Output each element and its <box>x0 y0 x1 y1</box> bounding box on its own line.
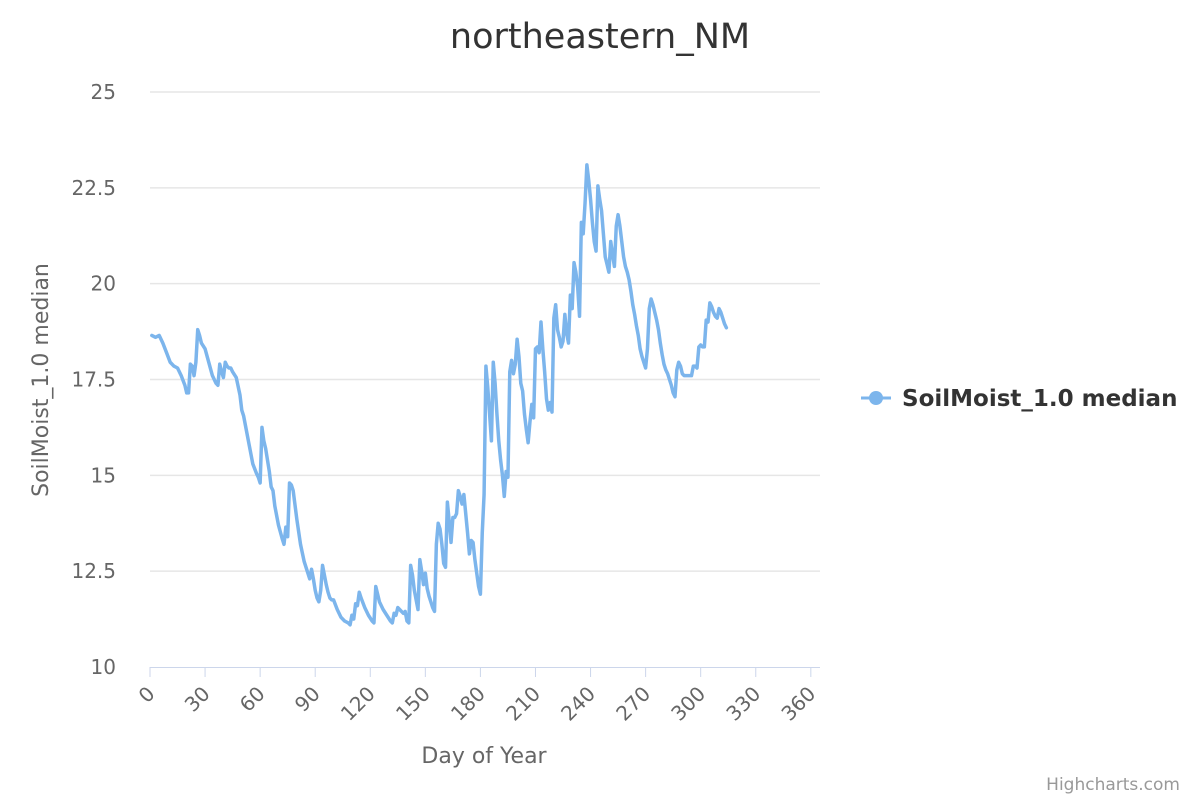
y-tick-label: 10 <box>91 655 116 679</box>
x-tick-label: 270 <box>611 682 655 726</box>
x-tick-label: 90 <box>290 682 325 717</box>
x-tick-label: 360 <box>776 682 820 726</box>
legend-item-label[interactable]: SoilMoist_1.0 median <box>902 386 1177 412</box>
y-tick-label: 12.5 <box>71 559 116 583</box>
y-tick-label: 25 <box>91 80 116 104</box>
series-group <box>150 163 729 627</box>
x-tick-label: 60 <box>235 682 270 717</box>
x-tick-label: 180 <box>446 682 490 726</box>
legend[interactable]: SoilMoist_1.0 median <box>861 386 1177 412</box>
y-axis-ticks: 10 12.5 15 17.5 20 22.5 25 <box>71 80 116 679</box>
x-tick-label: 240 <box>556 682 600 726</box>
x-axis-ticks: 0 30 60 90 120 150 180 210 240 270 300 330 360 <box>134 667 820 726</box>
legend-marker-symbol <box>869 391 883 405</box>
chart-title: northeastern_NM <box>450 17 750 57</box>
x-axis-title: Day of Year <box>421 744 547 769</box>
series-line-0[interactable] <box>150 163 729 627</box>
credits-link[interactable]: Highcharts.com <box>1046 775 1180 795</box>
x-tick-label: 0 <box>134 682 160 708</box>
x-tick-label: 210 <box>501 682 545 726</box>
x-tick-label: 120 <box>336 682 380 726</box>
y-tick-label: 20 <box>91 272 116 296</box>
y-tick-label: 17.5 <box>71 368 116 392</box>
y-axis-title: SoilMoist_1.0 median <box>29 263 54 497</box>
x-tick-label: 330 <box>721 682 765 726</box>
x-tick-label: 30 <box>180 682 215 717</box>
x-tick-label: 300 <box>666 682 710 726</box>
x-tick-label: 150 <box>391 682 435 726</box>
y-tick-label: 22.5 <box>71 176 116 200</box>
y-tick-label: 15 <box>91 463 116 487</box>
